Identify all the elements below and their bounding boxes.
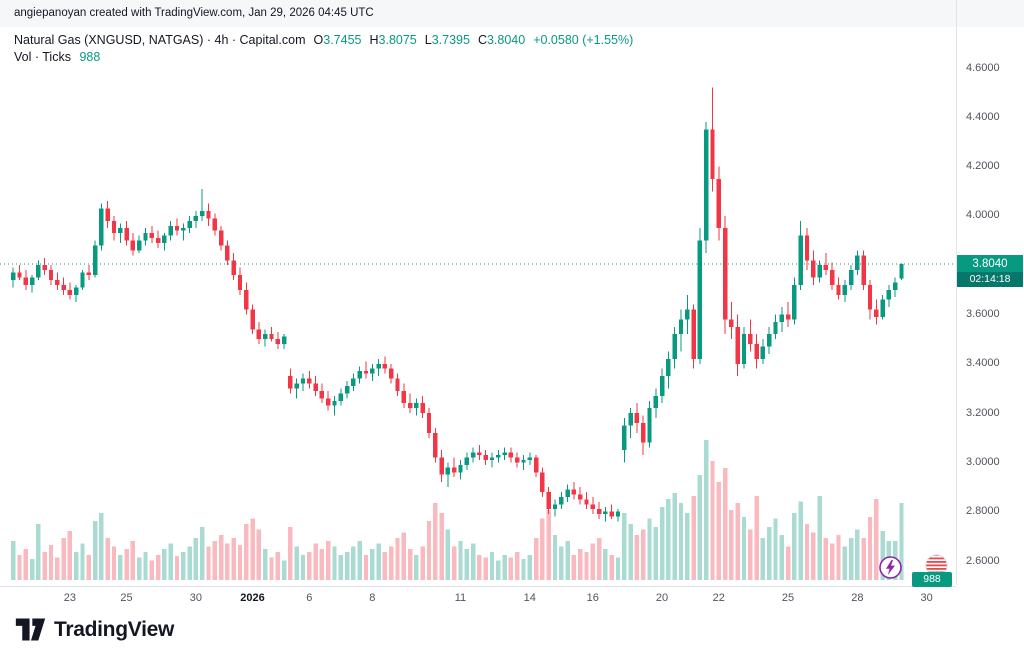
price-axis-label: 3.2000 [966, 406, 1000, 419]
time-axis-label: 23 [63, 592, 76, 604]
time-axis-label: 8 [369, 592, 376, 604]
last-price-value: 3.8040 [957, 255, 1023, 273]
symbol-title[interactable]: Natural Gas (XNGUSD, NATGAS) · 4h · Capi… [14, 33, 306, 47]
time-axis-label: 20 [655, 592, 669, 604]
ohlc-high: H3.8075 [369, 33, 417, 47]
time-axis-label: 16 [586, 592, 599, 604]
price-axis-label: 2.6000 [966, 554, 1000, 567]
price-axis-label: 3.4000 [966, 357, 1000, 370]
time-axis-label: 11 [454, 592, 467, 604]
price-axis-label: 3.6000 [966, 308, 1000, 320]
volume-axis-badge: 988 [912, 572, 952, 587]
price-axis[interactable]: 4.60004.40004.20004.00003.80003.60003.40… [956, 0, 1024, 585]
time-axis-label: 30 [189, 592, 202, 604]
time-axis-label: 2026 [240, 592, 265, 604]
price-axis-label: 4.2000 [966, 160, 1000, 173]
bar-countdown: 02:14:18 [957, 272, 1023, 288]
ohlc-low: L3.7395 [424, 33, 470, 47]
time-axis-label: 25 [781, 592, 795, 604]
ohlc-close: C3.8040 [477, 33, 526, 47]
ohlc-open: O3.7455 [313, 33, 362, 47]
price-axis-label: 4.6000 [966, 61, 1000, 74]
price-axis-label: 2.8000 [966, 505, 1000, 518]
time-axis-label: 25 [120, 592, 133, 604]
time-axis-label: 30 [920, 592, 933, 604]
time-axis-label: 28 [851, 592, 864, 604]
price-change: +0.0580 (+1.55%) [533, 33, 634, 47]
tradingview-mark-icon [15, 618, 46, 641]
tradingview-wordmark: TradingView [54, 617, 175, 641]
volume-value: 988 [79, 50, 101, 64]
volume-label: Vol · Ticks [14, 50, 71, 64]
price-axis-label: 4.4000 [966, 110, 1000, 123]
price-axis-label: 4.0000 [966, 209, 1000, 222]
volume-legend[interactable]: Vol · Ticks 988 [14, 50, 100, 64]
attribution-text: angiepanoyan created with TradingView.co… [14, 7, 374, 19]
tradingview-logo[interactable]: TradingView [14, 616, 174, 643]
time-axis[interactable]: 23 25 30 2026 6 8 11 14 16 20 22 25 28 30 [0, 586, 956, 611]
lightning-icon[interactable] [879, 556, 902, 579]
attribution-bar: angiepanoyan created with TradingView.co… [0, 0, 1024, 27]
chart-legend[interactable]: Natural Gas (XNGUSD, NATGAS) · 4h · Capi… [14, 33, 633, 47]
time-axis-label: 14 [523, 592, 536, 604]
time-axis-label: 22 [712, 592, 725, 604]
last-price-badge: 3.8040 02:14:18 [957, 255, 1023, 288]
price-axis-label: 3.0000 [966, 455, 1000, 468]
time-axis-label: 6 [306, 592, 313, 604]
